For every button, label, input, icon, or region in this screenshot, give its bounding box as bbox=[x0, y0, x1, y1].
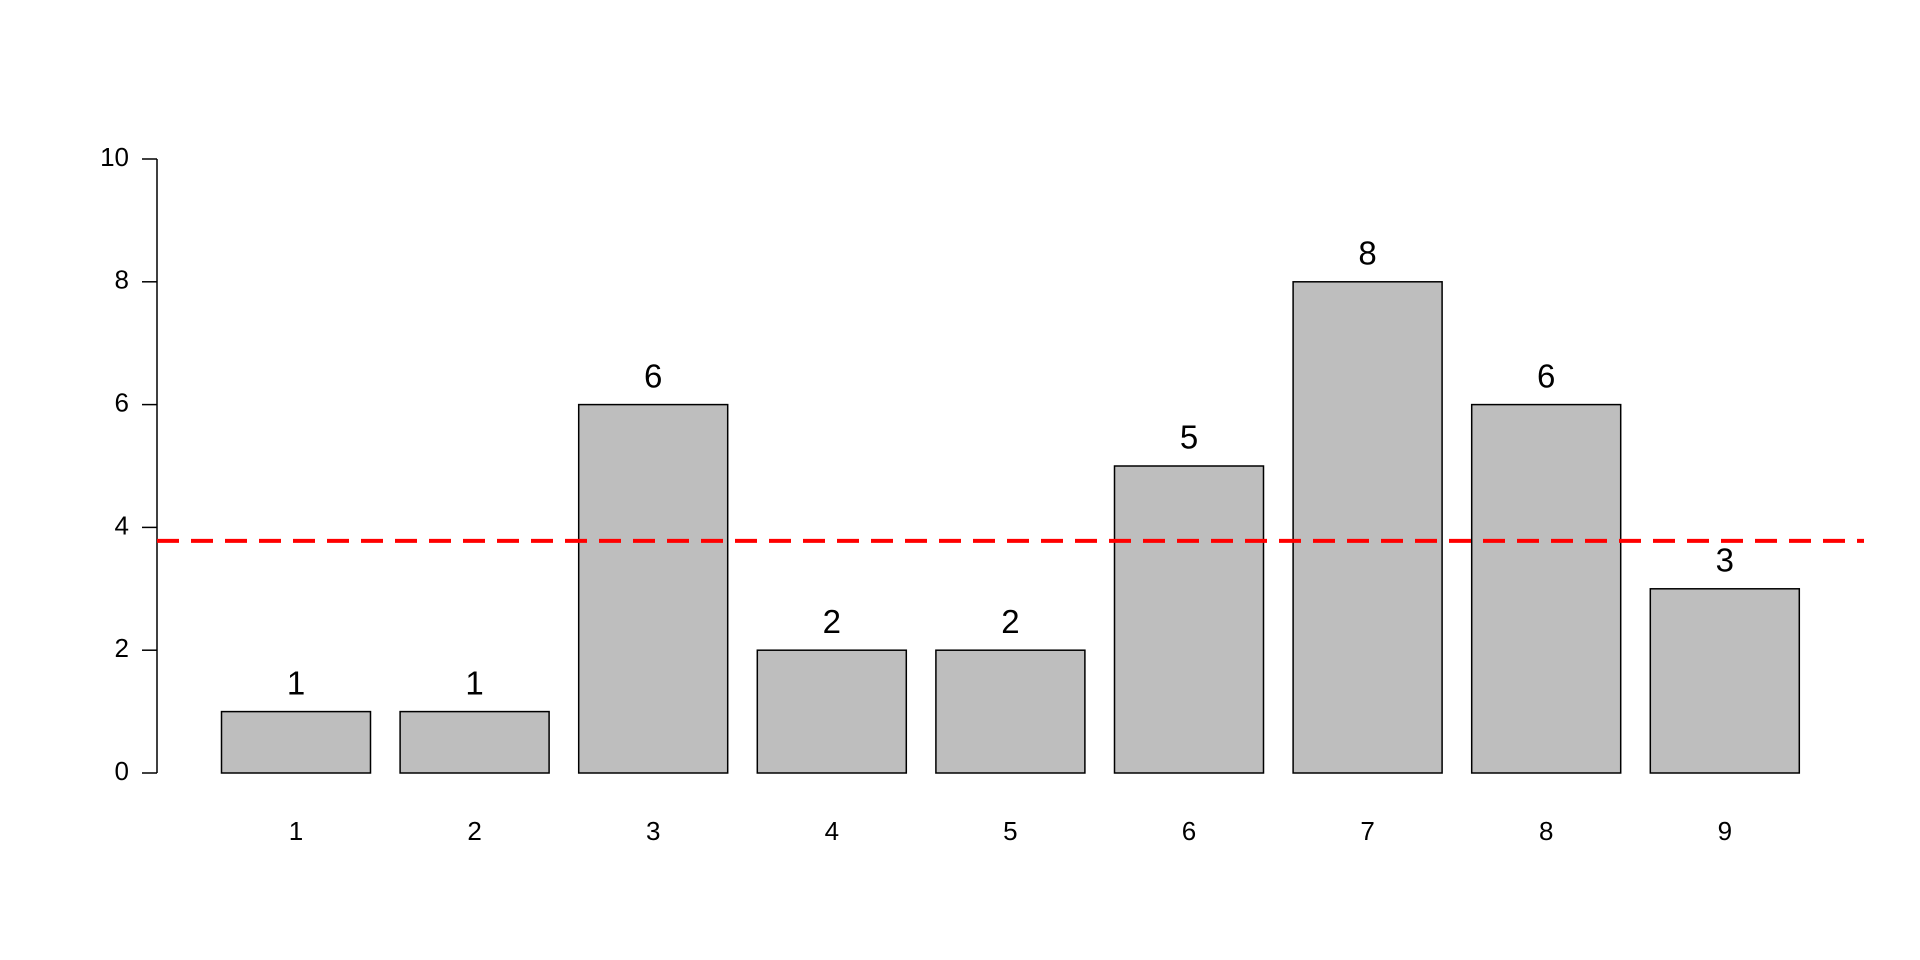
bar bbox=[399, 710, 550, 774]
bar bbox=[1292, 281, 1443, 774]
x-tick-label: 5 bbox=[1003, 816, 1017, 846]
y-tick-label: 10 bbox=[100, 142, 129, 172]
data-label: 3 bbox=[1716, 542, 1734, 579]
data-label: 6 bbox=[1537, 357, 1555, 394]
x-tick-label: 6 bbox=[1182, 816, 1196, 846]
y-tick-label: 0 bbox=[115, 756, 129, 786]
y-tick-label: 2 bbox=[115, 633, 129, 663]
y-tick-label: 6 bbox=[115, 387, 129, 417]
bar bbox=[1649, 588, 1801, 774]
bar bbox=[756, 649, 908, 774]
data-label: 1 bbox=[465, 664, 483, 701]
x-tick-label: 4 bbox=[825, 816, 839, 846]
data-label: 5 bbox=[1180, 419, 1198, 456]
x-tick-label: 3 bbox=[646, 816, 660, 846]
x-tick-label: 9 bbox=[1718, 816, 1732, 846]
data-label: 1 bbox=[287, 664, 305, 701]
data-label: 2 bbox=[1001, 603, 1019, 640]
x-tick-label: 2 bbox=[467, 816, 481, 846]
x-tick-label: 1 bbox=[289, 816, 303, 846]
data-label: 8 bbox=[1358, 235, 1376, 272]
y-tick-label: 8 bbox=[115, 265, 129, 295]
bar bbox=[1470, 403, 1622, 774]
data-label: 6 bbox=[644, 357, 662, 394]
x-tick-label: 7 bbox=[1360, 816, 1374, 846]
bar bbox=[220, 710, 372, 774]
data-label: 2 bbox=[823, 603, 841, 640]
x-tick-label: 8 bbox=[1539, 816, 1553, 846]
bar bbox=[577, 403, 729, 774]
bar bbox=[935, 649, 1086, 774]
y-tick-label: 4 bbox=[115, 510, 129, 540]
bar bbox=[1113, 465, 1265, 774]
